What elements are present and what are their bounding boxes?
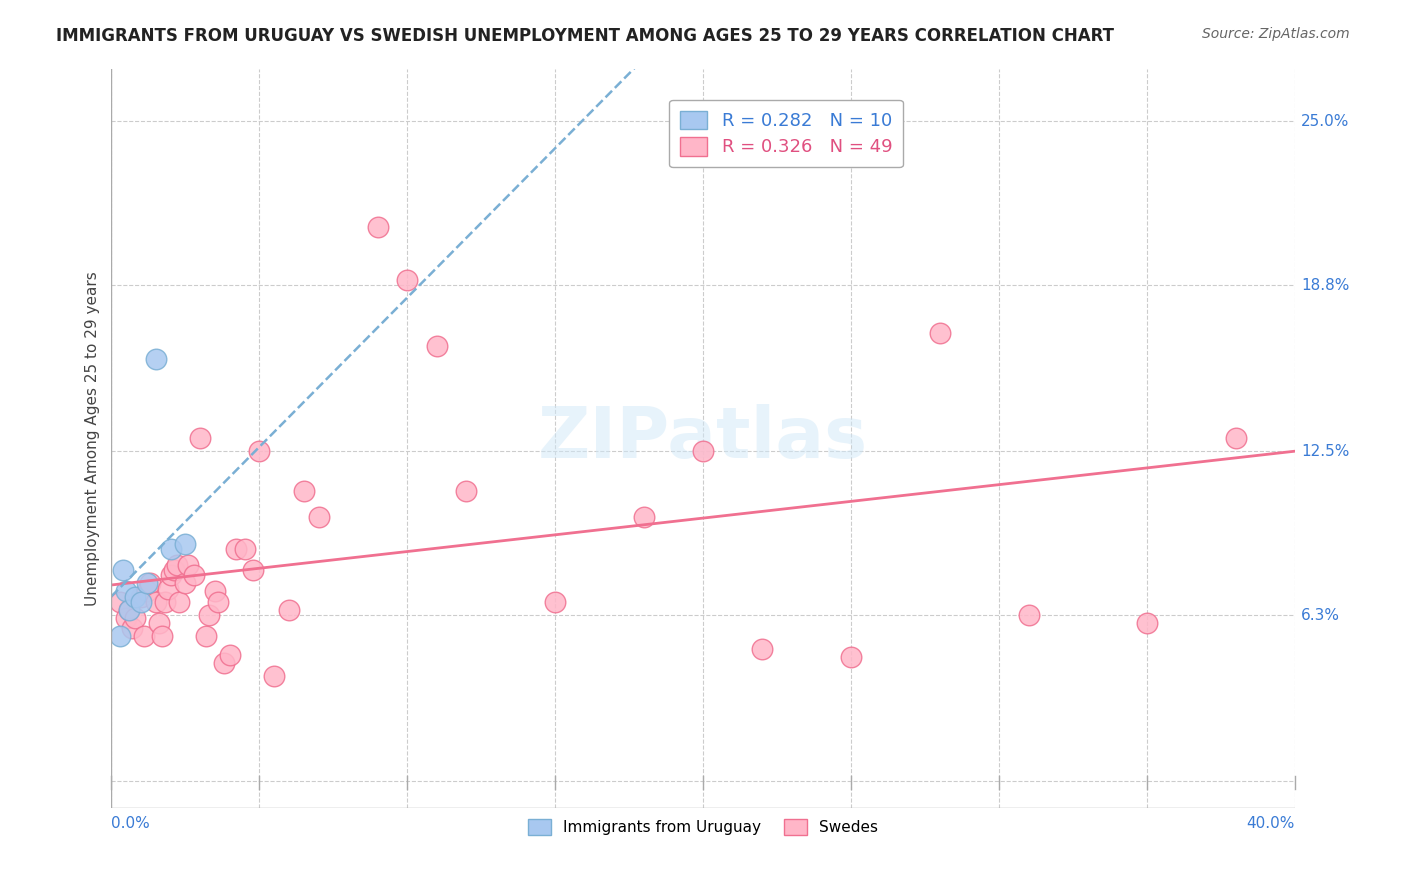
Point	[195, 629, 218, 643]
Text: 6.3%: 6.3%	[1301, 607, 1340, 623]
Text: 18.8%: 18.8%	[1301, 277, 1350, 293]
Point	[456, 483, 478, 498]
Text: Source: ZipAtlas.com: Source: ZipAtlas.com	[1202, 27, 1350, 41]
Point	[544, 595, 567, 609]
Text: 12.5%: 12.5%	[1301, 444, 1350, 458]
Text: 0.0%: 0.0%	[111, 815, 150, 830]
Point	[169, 595, 191, 609]
Point	[166, 558, 188, 572]
Point	[247, 444, 270, 458]
Point	[218, 648, 240, 662]
Text: 25.0%: 25.0%	[1301, 114, 1350, 128]
Point	[124, 590, 146, 604]
Point	[183, 568, 205, 582]
Point	[118, 603, 141, 617]
Point	[129, 590, 152, 604]
Point	[135, 584, 157, 599]
Point	[692, 444, 714, 458]
Point	[139, 576, 162, 591]
Point	[212, 656, 235, 670]
Point	[426, 339, 449, 353]
Point	[839, 650, 862, 665]
Point	[188, 431, 211, 445]
Text: IMMIGRANTS FROM URUGUAY VS SWEDISH UNEMPLOYMENT AMONG AGES 25 TO 29 YEARS CORREL: IMMIGRANTS FROM URUGUAY VS SWEDISH UNEMP…	[56, 27, 1114, 45]
Point	[367, 219, 389, 234]
Point	[148, 615, 170, 630]
Point	[145, 595, 167, 609]
Point	[177, 558, 200, 572]
Point	[156, 582, 179, 596]
Point	[145, 351, 167, 366]
Point	[929, 326, 952, 340]
Y-axis label: Unemployment Among Ages 25 to 29 years: Unemployment Among Ages 25 to 29 years	[86, 271, 100, 606]
Text: ZIPatlas: ZIPatlas	[538, 404, 869, 473]
Point	[118, 603, 141, 617]
Point	[115, 610, 138, 624]
Point	[278, 603, 301, 617]
Point	[633, 510, 655, 524]
Point	[1136, 615, 1159, 630]
Text: 40.0%: 40.0%	[1247, 815, 1295, 830]
Point	[174, 537, 197, 551]
Point	[112, 563, 135, 577]
Point	[225, 541, 247, 556]
Point	[132, 629, 155, 643]
Point	[198, 607, 221, 622]
Point	[204, 584, 226, 599]
Point	[207, 595, 229, 609]
Point	[751, 642, 773, 657]
Point	[292, 483, 315, 498]
Point	[162, 563, 184, 577]
Point	[159, 541, 181, 556]
Point	[110, 595, 132, 609]
Point	[263, 669, 285, 683]
Point	[124, 610, 146, 624]
Point	[242, 563, 264, 577]
Point	[121, 621, 143, 635]
Point	[115, 584, 138, 599]
Point	[150, 629, 173, 643]
Point	[1018, 607, 1040, 622]
Point	[135, 576, 157, 591]
Point	[110, 629, 132, 643]
Point	[153, 595, 176, 609]
Point	[159, 568, 181, 582]
Legend: Immigrants from Uruguay, Swedes: Immigrants from Uruguay, Swedes	[519, 810, 887, 845]
Point	[308, 510, 330, 524]
Point	[233, 541, 256, 556]
Point	[129, 595, 152, 609]
Point	[1225, 431, 1247, 445]
Point	[174, 576, 197, 591]
Point	[396, 273, 419, 287]
